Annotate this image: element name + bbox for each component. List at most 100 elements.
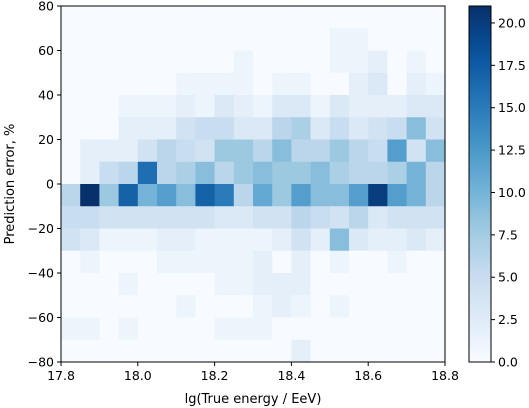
- heatmap-cell: [99, 28, 120, 52]
- heatmap-cell: [99, 139, 120, 163]
- heatmap-cell: [349, 139, 369, 163]
- y-tick-label: −40: [28, 266, 54, 281]
- heatmap-cell: [310, 50, 331, 74]
- heatmap-cell: [118, 161, 139, 185]
- y-tick-label: −20: [28, 221, 54, 236]
- colorbar-tick-label: 2.5: [498, 312, 518, 327]
- heatmap-cell: [329, 6, 350, 29]
- heatmap-cell: [61, 139, 81, 163]
- heatmap-cell: [368, 95, 388, 118]
- heatmap-cell: [176, 72, 196, 96]
- heatmap-cell: [406, 72, 427, 96]
- heatmap-cell: [80, 273, 100, 296]
- heatmap-cell: [291, 295, 312, 319]
- heatmap-cell: [329, 295, 350, 319]
- heatmap-cell: [61, 228, 81, 252]
- heatmap-cell: [61, 339, 81, 363]
- heatmap-cell: [157, 250, 177, 274]
- heatmap-cell: [118, 228, 139, 252]
- heatmap-cell: [253, 139, 273, 163]
- heatmap-cell: [329, 28, 350, 52]
- heatmap-cell: [195, 6, 216, 29]
- heatmap-cell: [253, 250, 273, 274]
- heatmap-cell: [99, 295, 120, 319]
- heatmap-cells: [61, 6, 446, 363]
- heatmap-cell: [349, 117, 369, 141]
- heatmap-cell: [425, 50, 446, 74]
- heatmap-cell: [99, 6, 120, 29]
- colorbar: [468, 5, 492, 363]
- heatmap-cell: [406, 28, 427, 52]
- heatmap-cell: [387, 50, 408, 74]
- heatmap-cell: [195, 117, 216, 141]
- heatmap-cell: [387, 72, 408, 96]
- heatmap-cell: [368, 228, 388, 252]
- heatmap-cell: [349, 72, 369, 96]
- heatmap-cell: [253, 72, 273, 96]
- heatmap-cell: [387, 28, 408, 52]
- heatmap-cell: [291, 117, 312, 141]
- heatmap-cell: [157, 317, 177, 341]
- heatmap-cell: [233, 184, 254, 207]
- heatmap-cell: [137, 139, 158, 163]
- heatmap-cell: [291, 161, 312, 185]
- heatmap-cell: [137, 273, 158, 296]
- heatmap-cell: [99, 95, 120, 118]
- heatmap-cell: [99, 339, 120, 363]
- heatmap-cell: [310, 161, 331, 185]
- y-tick-label: 60: [38, 43, 54, 58]
- heatmap-cell: [157, 161, 177, 185]
- heatmap-cell: [80, 72, 100, 96]
- heatmap-cell: [425, 250, 446, 274]
- heatmap-cell: [368, 6, 388, 29]
- heatmap-cell: [99, 228, 120, 252]
- heatmap-cell: [329, 161, 350, 185]
- heatmap-cell: [233, 228, 254, 252]
- heatmap-cell: [253, 273, 273, 296]
- heatmap-cell: [272, 95, 292, 118]
- x-tick-label: 18.0: [124, 368, 152, 383]
- heatmap-cell: [118, 72, 139, 96]
- heatmap-cell: [214, 295, 235, 319]
- heatmap-cell: [99, 117, 120, 141]
- heatmap-cell: [272, 50, 292, 74]
- heatmap-cell: [329, 250, 350, 274]
- heatmap-cell: [329, 273, 350, 296]
- heatmap-cell: [137, 317, 158, 341]
- heatmap-cell: [214, 250, 235, 274]
- heatmap-cell: [195, 250, 216, 274]
- heatmap-cell: [368, 295, 388, 319]
- heatmap-cell: [406, 95, 427, 118]
- heatmap-cell: [80, 117, 100, 141]
- y-tick-label: 20: [38, 132, 54, 147]
- heatmap-cell: [310, 6, 331, 29]
- heatmap-cell: [233, 6, 254, 29]
- heatmap-cell: [291, 6, 312, 29]
- colorbar-tick-label: 12.5: [498, 143, 526, 158]
- heatmap-cell: [157, 28, 177, 52]
- heatmap-cell: [329, 72, 350, 96]
- heatmap-cell: [80, 206, 100, 230]
- heatmap-cell: [425, 206, 446, 230]
- heatmap-cell: [118, 339, 139, 363]
- heatmap-cell: [99, 273, 120, 296]
- heatmap-cell: [118, 184, 139, 207]
- heatmap-cell: [137, 117, 158, 141]
- heatmap-cell: [368, 72, 388, 96]
- heatmap-cell: [425, 184, 446, 207]
- heatmap-cell: [349, 161, 369, 185]
- heatmap-cell: [214, 6, 235, 29]
- heatmap-cell: [233, 50, 254, 74]
- heatmap-cell: [157, 117, 177, 141]
- heatmap-cell: [233, 139, 254, 163]
- heatmap-cell: [195, 139, 216, 163]
- heatmap-cell: [253, 184, 273, 207]
- heatmap-cell: [368, 139, 388, 163]
- heatmap-cell: [61, 206, 81, 230]
- heatmap-cell: [291, 317, 312, 341]
- heatmap-cell: [80, 161, 100, 185]
- x-tick-label: 18.2: [201, 368, 229, 383]
- heatmap-cell: [406, 295, 427, 319]
- heatmap-cell: [137, 184, 158, 207]
